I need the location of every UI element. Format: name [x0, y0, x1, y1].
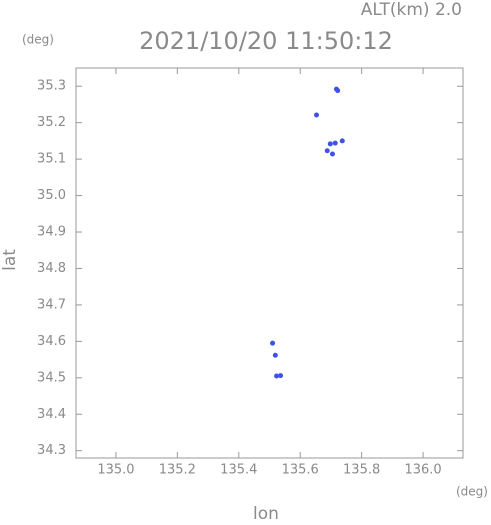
x-tick-label: 136.0: [404, 463, 441, 478]
point: [274, 373, 280, 379]
point: [324, 148, 330, 154]
x-axis-label: lon: [253, 504, 279, 521]
point: [329, 151, 335, 157]
x-tick-label: 135.0: [97, 463, 134, 478]
subtitle: ALT(km) 2.0: [361, 0, 462, 20]
y-tick-label: 35.0: [37, 188, 66, 203]
y-tick-label: 34.6: [37, 334, 66, 349]
point: [335, 88, 341, 94]
y-tick-label: 34.8: [37, 261, 66, 276]
y-tick-label: 34.5: [37, 370, 66, 385]
point: [332, 140, 338, 146]
point: [270, 340, 276, 346]
point: [278, 373, 284, 379]
x-unit: (deg): [456, 485, 488, 499]
x-tick-label: 135.6: [282, 463, 319, 478]
point: [272, 352, 278, 358]
point: [313, 112, 319, 118]
point: [327, 141, 333, 147]
y-tick-label: 34.4: [37, 407, 66, 422]
plot-frame: [75, 67, 464, 459]
y-tick-label: 35.3: [37, 79, 66, 94]
y-tick-label: 34.9: [37, 225, 66, 240]
point: [339, 138, 345, 144]
x-tick-label: 135.8: [343, 463, 380, 478]
y-unit: (deg): [22, 33, 54, 47]
x-tick-label: 135.4: [220, 463, 257, 478]
y-tick-label: 35.2: [37, 115, 66, 130]
x-tick-label: 135.2: [159, 463, 196, 478]
chart-title: 2021/10/20 11:50:12: [139, 27, 393, 55]
y-tick-label: 34.3: [37, 443, 66, 458]
y-tick-label: 35.1: [37, 152, 66, 167]
y-tick-label: 34.7: [37, 297, 66, 312]
y-axis-label: lat: [0, 249, 20, 271]
